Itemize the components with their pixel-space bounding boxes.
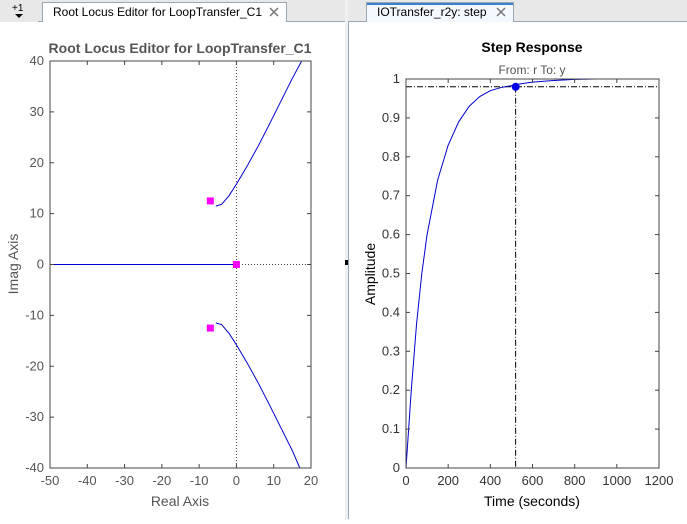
- right-tab-bar: IOTransfer_r2y: step: [348, 0, 687, 22]
- y-tick-label: 10: [30, 206, 44, 221]
- step-response-axes-box: [405, 78, 660, 469]
- x-tick-label: 400: [479, 473, 501, 488]
- close-icon[interactable]: [268, 6, 280, 18]
- x-tick-label: 1000: [602, 473, 631, 488]
- y-tick-label: 0.8: [382, 149, 400, 164]
- step-response-xlabel: Time (seconds): [484, 493, 580, 509]
- tab-root-locus-editor[interactable]: Root Locus Editor for LoopTransfer_C1: [42, 2, 287, 22]
- settling-time-marker: [511, 82, 520, 91]
- y-tick-label: 20: [30, 155, 44, 170]
- y-tick-label: -20: [25, 358, 44, 373]
- root-locus-title: Root Locus Editor for LoopTransfer_C1: [49, 40, 312, 56]
- y-tick-label: 30: [30, 104, 44, 119]
- step-response-ylabel: Amplitude: [362, 243, 378, 305]
- tab-overflow-label: +1: [12, 3, 24, 14]
- closed-loop-pole-marker: [232, 261, 240, 268]
- x-tick-label: 0: [402, 473, 409, 488]
- tab-label: IOTransfer_r2y: step: [377, 5, 487, 19]
- x-tick-label: -20: [152, 473, 171, 488]
- x-tick-label: 200: [437, 473, 459, 488]
- y-tick-label: -30: [25, 409, 44, 424]
- y-tick-label: 1: [393, 71, 400, 86]
- x-tick-label: 800: [564, 473, 586, 488]
- y-tick-label: 0.3: [382, 343, 400, 358]
- y-tick-label: 0.7: [382, 188, 400, 203]
- x-tick-label: -50: [41, 473, 60, 488]
- root-locus-branch-1: [215, 60, 303, 207]
- root-locus-pane: Root Locus Editor for LoopTransfer_C1 -5…: [0, 22, 345, 519]
- chevron-down-icon: [15, 14, 23, 18]
- step-response-subtitle: From: r To: y: [498, 63, 565, 77]
- left-tab-bar: +1 Root Locus Editor for LoopTransfer_C1: [0, 0, 345, 22]
- root-locus-xlabel: Real Axis: [151, 493, 209, 509]
- y-tick-label: 40: [30, 53, 44, 68]
- x-tick-label: -10: [190, 473, 209, 488]
- x-tick-label: 1200: [645, 473, 674, 488]
- closed-loop-pole-marker: [206, 197, 214, 205]
- y-tick-label: 0.6: [382, 227, 400, 242]
- root-locus-ylabel: Imag Axis: [5, 234, 21, 295]
- x-tick-label: -30: [115, 473, 134, 488]
- pane-divider[interactable]: [345, 0, 348, 519]
- y-tick-label: 0.9: [382, 110, 400, 125]
- step-response-line: [405, 78, 659, 469]
- x-tick-label: 20: [304, 473, 318, 488]
- tab-overflow-menu[interactable]: +1: [0, 0, 38, 22]
- y-tick-label: -10: [25, 307, 44, 322]
- tab-step-response[interactable]: IOTransfer_r2y: step: [366, 2, 514, 22]
- y-tick-label: 0.1: [382, 421, 400, 436]
- x-tick-label: -40: [78, 473, 97, 488]
- y-tick-label: -40: [25, 460, 44, 475]
- close-icon[interactable]: [495, 6, 507, 18]
- closed-loop-pole-marker: [206, 324, 214, 332]
- y-tick-label: 0: [393, 460, 400, 475]
- step-response-plot[interactable]: Step Response From: r To: y 0 200 400 600 80…: [349, 22, 687, 519]
- root-locus-branch-2: [215, 322, 301, 469]
- tab-label: Root Locus Editor for LoopTransfer_C1: [53, 5, 262, 19]
- y-tick-label: 0.2: [382, 382, 400, 397]
- x-tick-label: 10: [266, 473, 280, 488]
- x-tick-label: 600: [522, 473, 544, 488]
- root-locus-plot[interactable]: Root Locus Editor for LoopTransfer_C1 -5…: [0, 22, 345, 519]
- step-response-pane: Step Response From: r To: y 0 200 400 600 80…: [348, 22, 687, 519]
- step-response-title: Step Response: [481, 39, 582, 55]
- y-tick-label: 0.4: [382, 304, 400, 319]
- x-tick-label: 0: [233, 473, 240, 488]
- y-tick-label: 0: [37, 257, 44, 272]
- y-tick-label: 0.5: [382, 266, 400, 281]
- root-locus-axes-box: [49, 60, 312, 469]
- divider-grip-icon[interactable]: [345, 260, 348, 265]
